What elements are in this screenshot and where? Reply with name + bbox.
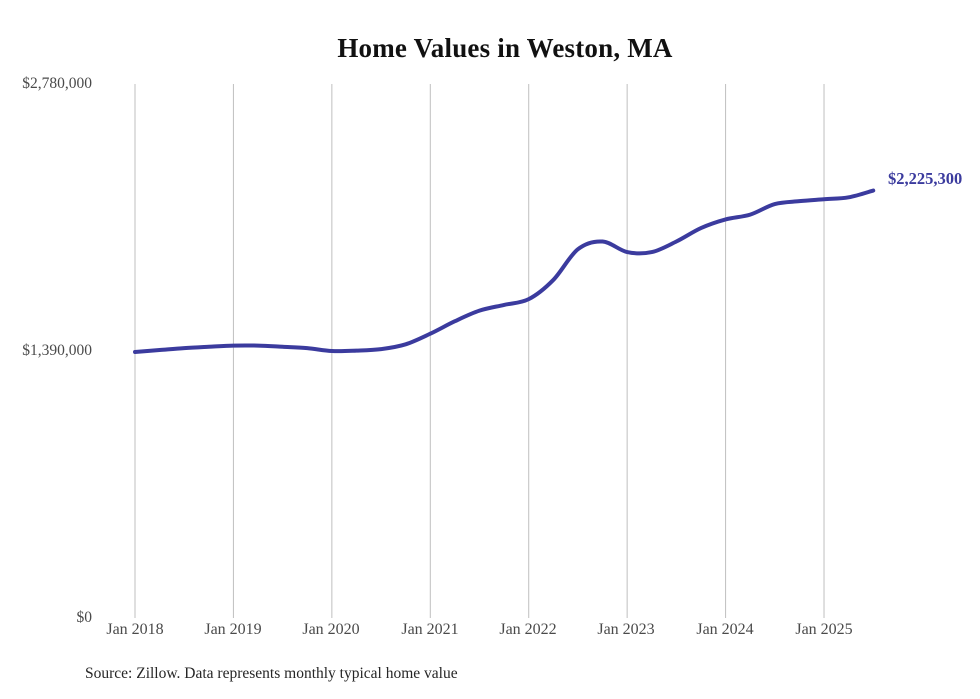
y-axis-tick-label-top: $2,780,000 [22,75,92,92]
x-axis-tick-label-jan-2018: Jan 2018 [106,621,164,638]
x-axis-tick-label-jan-2022: Jan 2022 [499,621,557,638]
x-axis-tick-label-jan-2021: Jan 2021 [401,621,459,638]
y-axis-tick-label-zero: $0 [76,609,93,626]
x-axis-tick-label-jan-2023: Jan 2023 [597,621,655,638]
x-axis-tick-label-jan-2019: Jan 2019 [204,621,262,638]
end-value-annotation: $2,225,300 [888,169,963,188]
source-note: Source: Zillow. Data represents monthly … [85,665,458,682]
chart-title: Home Values in Weston, MA [337,33,673,63]
value-line [133,188,876,354]
x-axis-tick-label-jan-2024: Jan 2024 [696,621,754,638]
y-axis-tick-label-mid: $1,390,000 [22,342,92,359]
x-axis-tick-label-jan-2020: Jan 2020 [302,621,360,638]
x-axis-tick-label-jan-2025: Jan 2025 [795,621,853,638]
gridlines [134,84,825,618]
